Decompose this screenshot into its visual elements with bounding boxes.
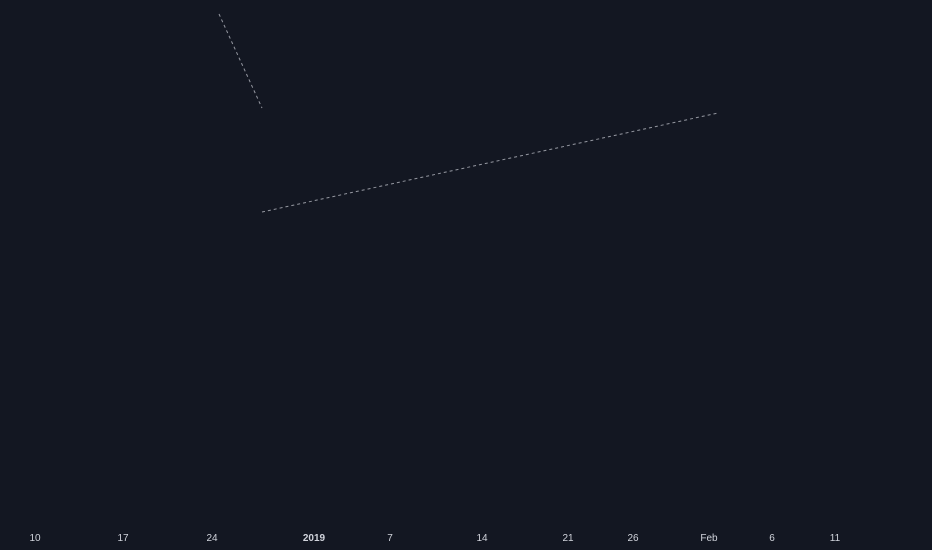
trend-line <box>218 13 263 109</box>
time-tick-label: 11 <box>830 533 841 544</box>
time-tick-label: 7 <box>387 533 393 544</box>
time-tick-label: 2019 <box>303 533 326 544</box>
time-tick-label: 10 <box>29 533 41 544</box>
time-tick-label: 14 <box>476 533 488 544</box>
time-tick-label: 17 <box>117 533 129 544</box>
time-tick-label: 26 <box>627 533 639 544</box>
time-axis: 10 17 24 2019 7 14 21 26 Feb 6 11 <box>29 533 840 544</box>
time-tick-label: 6 <box>769 533 775 544</box>
time-tick-label: 21 <box>562 533 574 544</box>
trend-lines <box>218 13 719 213</box>
time-tick-label: 24 <box>206 533 218 544</box>
time-tick-label: Feb <box>700 533 718 544</box>
